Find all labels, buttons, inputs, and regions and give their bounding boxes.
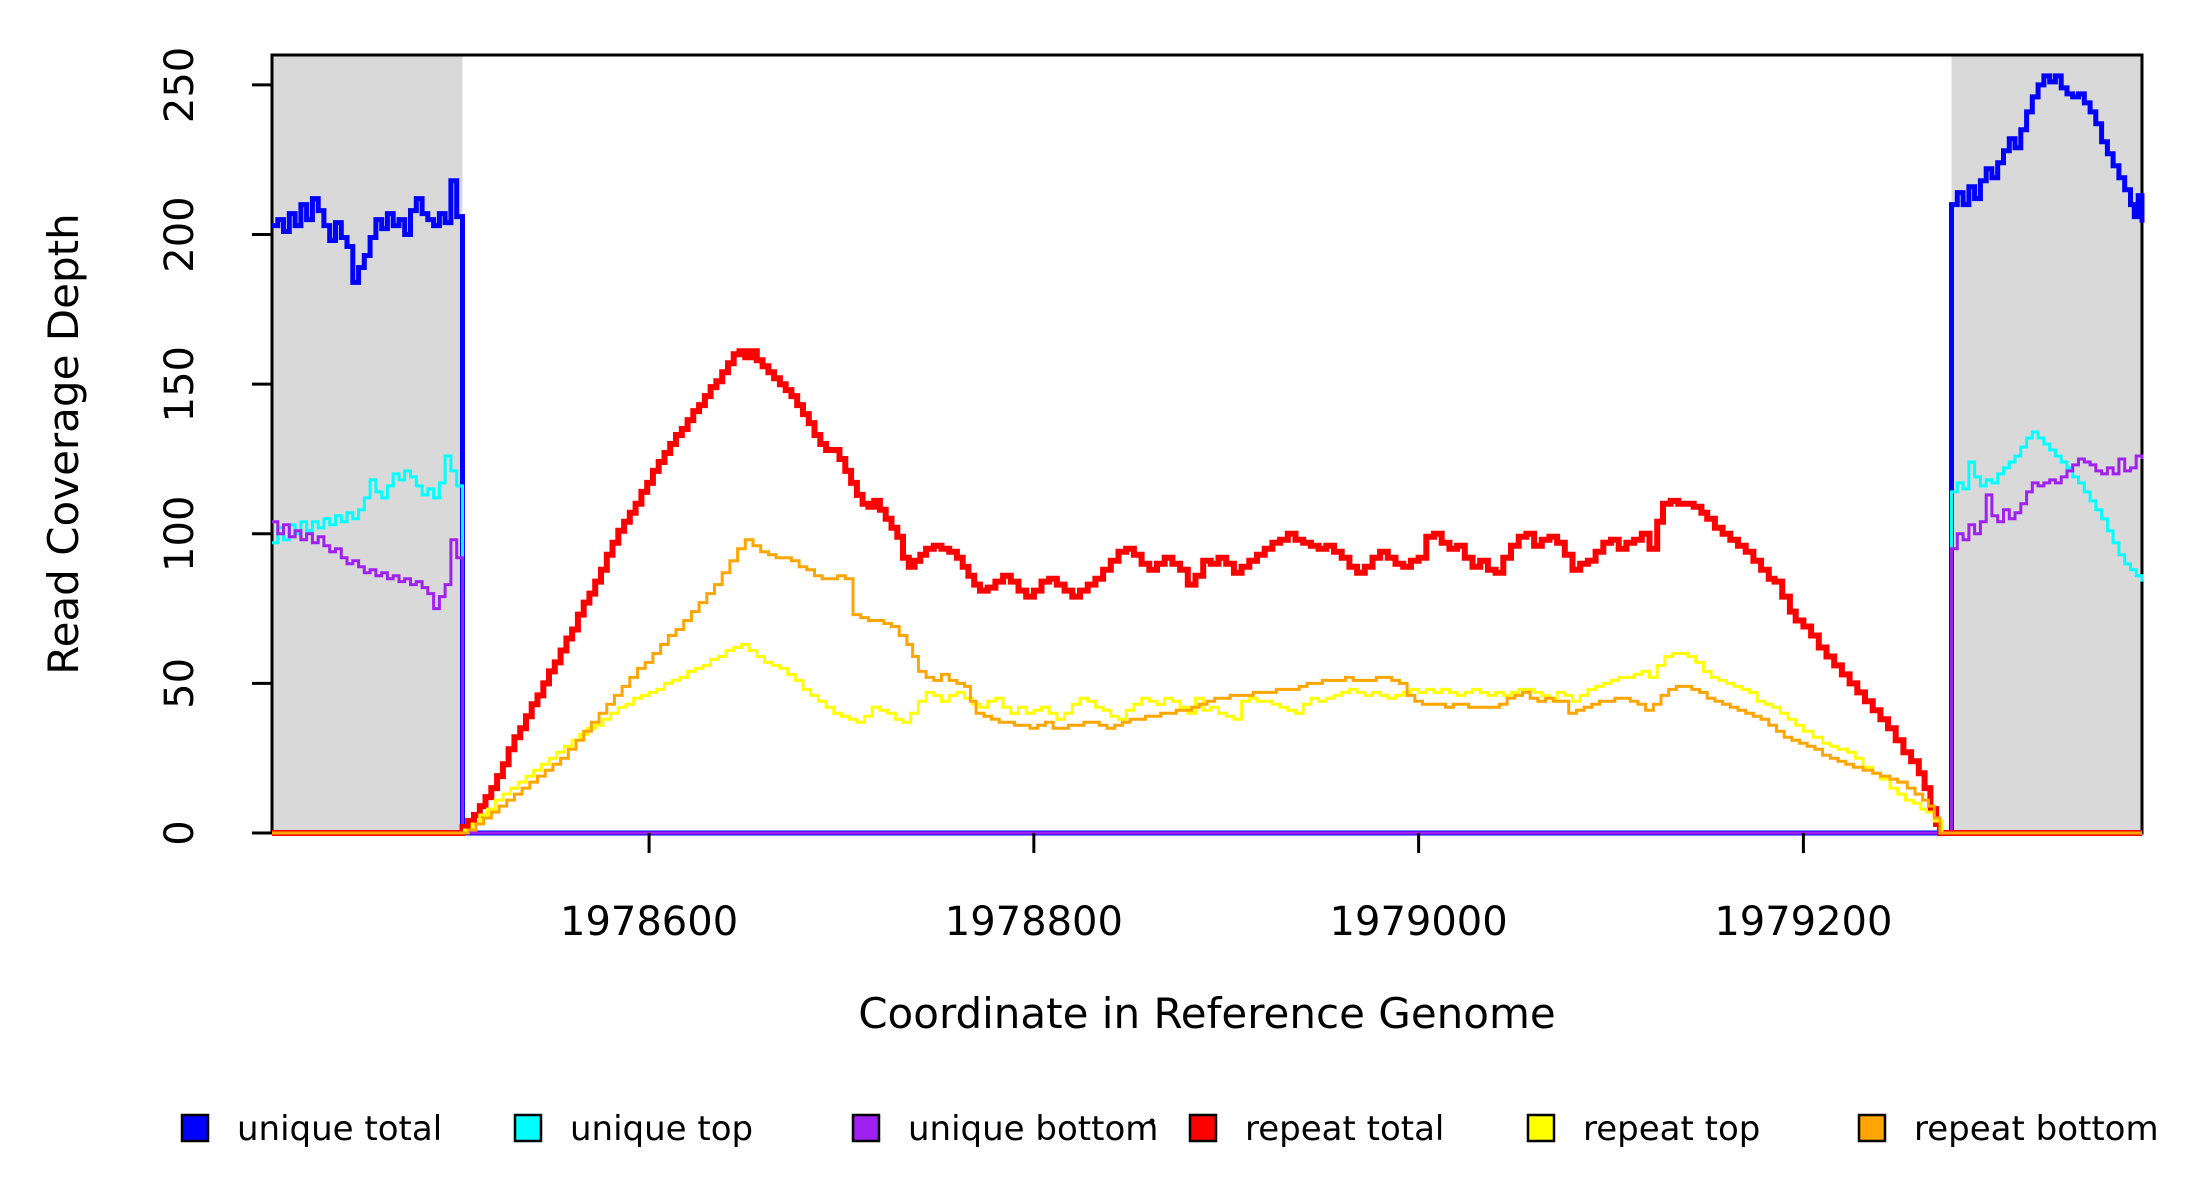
y-axis: 0 50 100 150 200 250 (157, 47, 272, 846)
legend-label: repeat bottom (1914, 1109, 2159, 1149)
x-tick-label: 1978800 (945, 899, 1123, 945)
x-axis: 1978600 1978800 1979000 1979200 (560, 833, 1892, 945)
y-axis-title: Read Coverage Depth (39, 213, 88, 674)
legend-label: repeat total (1245, 1109, 1444, 1149)
shaded-region (272, 55, 463, 833)
legend-label: unique bottom (908, 1109, 1158, 1149)
x-axis-title: Coordinate in Reference Genome (858, 989, 1556, 1038)
y-tick-label: 0 (157, 820, 203, 845)
legend-item-repeat-bottom: repeat bottom (1857, 1109, 2159, 1149)
plot-border (270, 53, 2144, 835)
legend-swatch (513, 1113, 543, 1143)
series-unique-top (272, 430, 2144, 835)
legend-item-unique-top: unique top (513, 1109, 753, 1149)
x-tick-label: 1979200 (1714, 899, 1892, 945)
series-repeat-total (272, 348, 2142, 836)
legend-item-repeat-total: repeat total (1188, 1109, 1444, 1149)
y-tick-label: 100 (157, 496, 203, 572)
legend: unique total unique top unique bottom repea… (180, 1109, 2159, 1149)
legend-item-repeat-top: repeat top (1526, 1109, 1760, 1149)
x-tick-label: 1978600 (560, 899, 738, 945)
legend-swatch (1526, 1113, 1556, 1143)
legend-label: unique top (570, 1109, 753, 1149)
shaded-regions (272, 55, 2142, 833)
legend-label: repeat top (1583, 1109, 1760, 1149)
legend-swatch (1188, 1113, 1218, 1143)
plot-series (272, 73, 2145, 836)
series-repeat-bottom (272, 538, 2142, 835)
legend-swatch (1857, 1113, 1887, 1143)
y-tick-label: 200 (157, 196, 203, 272)
legend-swatch (851, 1113, 881, 1143)
legend-item-unique-bottom: unique bottom (851, 1109, 1158, 1149)
legend-label: unique total (237, 1109, 442, 1149)
y-tick-label: 50 (157, 658, 203, 709)
y-tick-label: 250 (157, 47, 203, 123)
series-unique-bottom (272, 454, 2144, 835)
legend-item-unique-total: unique total (180, 1109, 442, 1149)
series-repeat-top (272, 643, 2142, 835)
stray-mark (1149, 1118, 1155, 1124)
legend-swatch (180, 1113, 210, 1143)
x-tick-label: 1979000 (1330, 899, 1508, 945)
y-tick-label: 150 (157, 346, 203, 422)
series-unique-total (272, 73, 2145, 836)
